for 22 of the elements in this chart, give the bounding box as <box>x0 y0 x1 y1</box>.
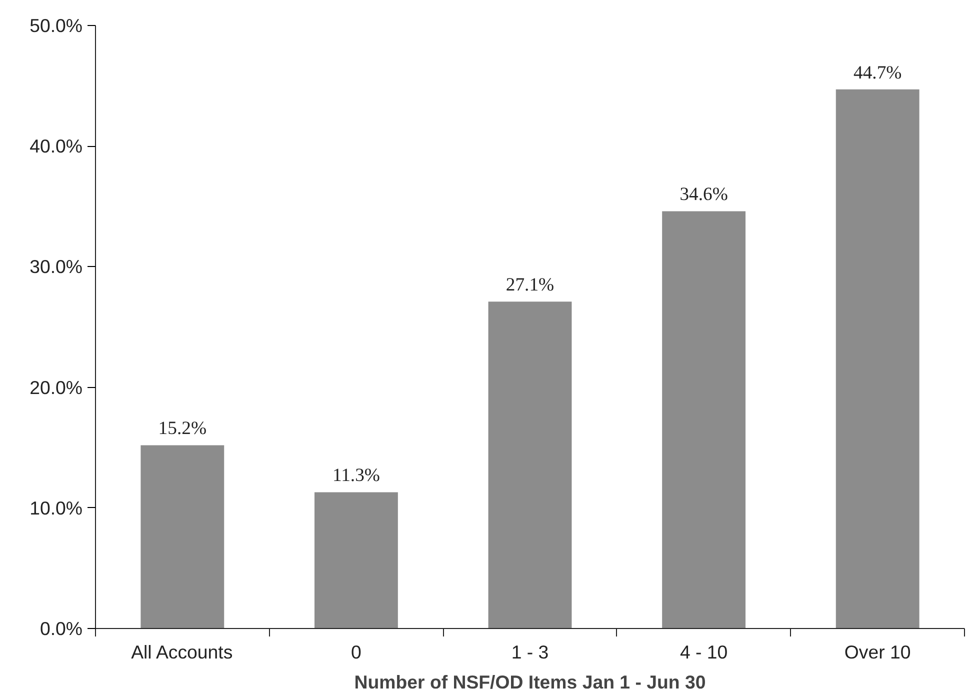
bar <box>662 211 746 628</box>
x-axis-title: Number of NSF/OD Items Jan 1 - Jun 30 <box>354 672 706 692</box>
data-label: 44.7% <box>854 62 902 84</box>
x-tick-label: Over 10 <box>844 642 911 662</box>
bar <box>314 492 398 628</box>
y-tick-label: 10.0% <box>30 497 83 518</box>
x-tick-label: 1 - 3 <box>511 642 549 662</box>
y-tick-label: 20.0% <box>30 376 83 398</box>
data-label: 15.2% <box>158 418 207 440</box>
y-tick-label: 0.0% <box>40 618 83 639</box>
bar <box>488 302 572 628</box>
bar <box>836 89 920 628</box>
y-tick-label: 40.0% <box>30 136 83 157</box>
y-tick-label: 50.0% <box>30 15 83 36</box>
data-label: 27.1% <box>506 274 554 296</box>
x-tick-label: 4 - 10 <box>680 642 728 662</box>
x-tick-label: All Accounts <box>131 642 233 662</box>
y-tick-label: 30.0% <box>30 256 83 278</box>
x-tick-label: 0 <box>351 642 362 662</box>
data-label: 11.3% <box>332 465 380 486</box>
data-label: 34.6% <box>680 184 728 206</box>
bar <box>140 445 224 628</box>
